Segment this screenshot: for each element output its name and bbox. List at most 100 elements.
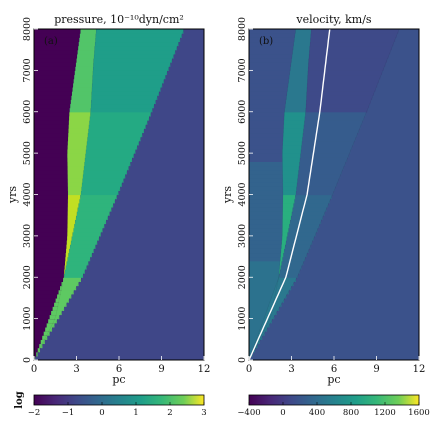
shocked-ejecta-cell	[67, 219, 76, 225]
shocked-ejecta-cell	[67, 165, 84, 171]
shocked-ambient-cell	[70, 244, 96, 249]
shocked-ambient-cell	[88, 124, 146, 129]
shocked-ejecta-cell	[67, 182, 82, 187]
shocked-ambient-cell	[91, 103, 155, 109]
shocked-ambient-cell	[66, 260, 89, 266]
plot-area	[34, 29, 204, 360]
inner-ejecta-cell	[249, 37, 295, 43]
shocked-ejecta-cell	[284, 115, 305, 121]
shocked-ambient-cell	[57, 293, 72, 299]
shocked-ejecta-cell	[71, 91, 92, 96]
inner-ejecta-cell	[34, 211, 68, 216]
inner-ejecta-cell	[34, 206, 68, 212]
shocked-ejecta-cell	[286, 91, 307, 96]
x-tick-label: 12	[413, 364, 426, 375]
inner-ejecta-cell	[34, 33, 80, 38]
shocked-ejecta-cell	[282, 202, 294, 208]
colorbar-tick-label: 3	[201, 408, 206, 418]
inner-ejecta-cell	[34, 293, 60, 299]
x-tick-label: 0	[31, 364, 37, 375]
shocked-ambient-cell	[297, 177, 339, 183]
inner-ejecta-cell	[249, 248, 282, 254]
shocked-ejecta-cell	[282, 198, 295, 204]
shocked-ambient-cell	[306, 103, 370, 109]
shocked-ejecta-cell	[69, 107, 91, 113]
shocked-ejecta-cell	[67, 173, 83, 179]
inner-ejecta-cell	[249, 45, 294, 51]
shocked-ejecta-cell	[67, 202, 79, 208]
inner-ejecta-cell	[34, 306, 58, 311]
shocked-ejecta-cell	[67, 169, 84, 175]
shocked-ejecta-cell	[67, 206, 78, 212]
shocked-ambient-cell	[61, 281, 79, 287]
inner-ejecta-cell	[249, 157, 283, 162]
shocked-ambient-cell	[281, 260, 304, 266]
colorbar	[33, 394, 205, 406]
y-tick-label: 3000	[22, 224, 33, 248]
shocked-ejecta-cell	[67, 190, 81, 196]
inner-ejecta-cell	[34, 144, 68, 150]
inner-ejecta-cell	[249, 74, 290, 80]
inner-ejecta-cell	[249, 186, 283, 191]
shocked-ambient-cell	[88, 128, 144, 134]
shocked-ejecta-cell	[282, 173, 298, 179]
inner-ejecta-cell	[34, 277, 64, 282]
shocked-ambient-cell	[305, 107, 368, 113]
inner-ejecta-cell	[249, 289, 276, 295]
shocked-ambient-cell	[310, 37, 396, 43]
inner-ejecta-cell	[249, 111, 285, 117]
inner-ejecta-cell	[34, 45, 79, 51]
inner-ejecta-cell	[34, 111, 70, 117]
shocked-ambient-cell	[299, 161, 346, 167]
shocked-ejecta-cell	[284, 107, 306, 113]
inner-ejecta-cell	[34, 153, 68, 158]
inner-ejecta-cell	[34, 82, 74, 88]
x-tick-label: 12	[198, 364, 211, 375]
shocked-ambient-cell	[266, 310, 277, 316]
shocked-ejecta-cell	[279, 268, 281, 274]
shocked-ambient-cell	[91, 86, 161, 92]
shocked-ambient-cell	[63, 277, 81, 282]
shocked-ambient-cell	[92, 70, 168, 76]
shocked-ambient-cell	[285, 240, 313, 245]
shocked-ambient-cell	[67, 256, 91, 262]
inner-ejecta-cell	[249, 169, 283, 175]
shocked-ejecta-cell	[280, 256, 283, 262]
inner-ejecta-cell	[249, 173, 283, 179]
inner-ejecta-cell	[34, 326, 50, 332]
shocked-ambient-cell	[93, 62, 171, 67]
inner-ejecta-cell	[34, 78, 74, 84]
shocked-ambient-cell	[297, 173, 341, 179]
inner-ejecta-cell	[249, 128, 284, 134]
inner-ejecta-cell	[34, 355, 36, 360]
shocked-ejecta-cell	[67, 223, 75, 229]
shocked-ambient-cell	[304, 120, 363, 125]
shocked-ambient-cell	[48, 318, 57, 324]
inner-ejecta-cell	[34, 260, 65, 266]
shocked-ambient-cell	[306, 95, 373, 100]
inner-ejecta-cell	[249, 103, 286, 109]
shocked-ejecta-cell	[67, 140, 87, 146]
shocked-ambient-cell	[37, 347, 41, 353]
inner-ejecta-cell	[34, 235, 68, 241]
inner-ejecta-cell	[249, 194, 283, 200]
shocked-ambient-cell	[91, 95, 158, 100]
shocked-ambient-cell	[65, 268, 85, 274]
inner-ejecta-cell	[34, 103, 71, 109]
shocked-ejecta-cell	[290, 66, 309, 71]
shocked-ambient-cell	[85, 153, 134, 158]
inner-ejecta-cell	[249, 335, 261, 340]
inner-ejecta-cell	[34, 161, 68, 167]
shocked-ejecta-cell	[79, 37, 96, 43]
inner-ejecta-cell	[249, 347, 255, 353]
inner-ejecta-cell	[34, 165, 68, 171]
shocked-ejecta-cell	[78, 45, 95, 51]
shocked-ambient-cell	[300, 148, 351, 154]
inner-ejecta-cell	[34, 281, 63, 287]
y-tick-label: 8000	[22, 17, 33, 41]
inner-ejecta-cell	[34, 120, 69, 125]
shocked-ambient-cell	[302, 136, 356, 142]
inner-ejecta-cell	[249, 41, 294, 47]
inner-ejecta-cell	[249, 227, 283, 233]
